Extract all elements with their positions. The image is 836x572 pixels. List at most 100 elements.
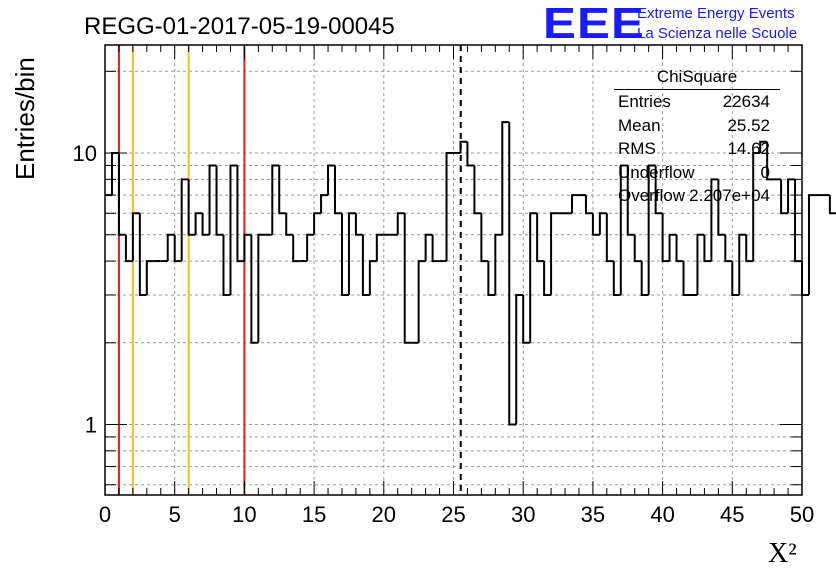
histogram-bin — [515, 293, 524, 425]
x-tick-label: 5 — [169, 502, 181, 527]
histogram-bin — [654, 165, 663, 215]
histogram-bin — [787, 178, 796, 214]
stats-value: 2.207e+04 — [689, 186, 770, 205]
stats-title: ChiSquare — [614, 66, 780, 90]
histogram-bin — [459, 140, 468, 154]
stats-label: RMS — [618, 139, 656, 158]
histogram-bin — [501, 121, 510, 235]
histogram-bin — [605, 213, 614, 263]
histogram-bin — [327, 164, 336, 196]
x-tick-label: 20 — [372, 502, 396, 527]
logo-line-2: La Scienza nelle Scuole — [637, 25, 798, 42]
histogram-bin — [794, 179, 802, 263]
histogram-bin — [424, 233, 433, 262]
y-tick-label: 10 — [73, 141, 97, 166]
grid-layer — [105, 45, 802, 495]
histogram-bin — [543, 261, 552, 296]
histogram-bin — [529, 212, 538, 343]
histogram-bin — [508, 122, 517, 426]
stats-value: 22634 — [722, 92, 770, 111]
histogram-bin — [675, 234, 684, 263]
histogram-bin — [724, 234, 733, 263]
histogram-bin — [403, 213, 412, 344]
axis-ticks: 0 5 10 15 20 25 30 35 40 45 50 1 10 — [73, 45, 814, 527]
histogram-bin — [166, 233, 175, 262]
histogram-bin — [313, 212, 322, 235]
stats-row-mean: Mean 25.52 — [612, 114, 778, 138]
histogram-bin — [780, 179, 789, 215]
histogram-bin — [738, 233, 747, 295]
histogram-bin — [619, 164, 628, 295]
histogram-bin — [278, 165, 287, 215]
histogram-bin — [215, 165, 224, 236]
stats-row-rms: RMS 14.62 — [612, 137, 778, 161]
histogram-bin — [766, 141, 775, 181]
histogram-bin — [340, 213, 349, 296]
x-tick-label: 10 — [232, 502, 256, 527]
x-tick-label: 0 — [99, 502, 111, 527]
run-title: REGG-01-2017-05-19-00045 — [84, 13, 395, 40]
histogram-bin — [731, 261, 740, 296]
histogram-bin — [717, 179, 726, 236]
stats-label: Underflow — [618, 162, 695, 182]
reference-lines — [117, 45, 462, 495]
histogram-bin — [591, 213, 600, 236]
histogram-bin — [828, 195, 836, 215]
histogram-bin — [124, 234, 133, 263]
stats-row-overflow: Overflow 2.207e+04 — [612, 184, 778, 208]
histogram-bin — [473, 165, 482, 215]
histogram-bin — [570, 194, 579, 214]
x-axis-title: X² — [768, 538, 797, 569]
x-tick-label: 45 — [720, 502, 744, 527]
histogram-bin — [661, 213, 670, 263]
histogram-bin — [306, 233, 315, 262]
stats-row-entries: Entries 22634 — [612, 90, 778, 114]
histogram-bin — [187, 179, 196, 236]
histogram-bin — [494, 233, 503, 295]
histogram-bin — [222, 234, 231, 296]
stats-value: 25.52 — [727, 115, 770, 135]
histogram-bin — [696, 233, 705, 295]
histogram-bin — [334, 165, 342, 215]
stats-value: 14.62 — [727, 139, 770, 158]
histogram-bin — [110, 152, 119, 196]
histogram-bin — [626, 165, 635, 236]
histogram-bin — [682, 261, 691, 296]
histogram-bin — [257, 233, 266, 343]
logo-mark: EEE — [543, 0, 645, 48]
histogram-bin — [396, 212, 405, 235]
histogram-bin — [368, 260, 377, 295]
stats-box: ChiSquare Entries 22634 Mean 25.52 RMS 1… — [612, 66, 780, 208]
histogram-bin — [445, 152, 454, 262]
x-tick-label: 50 — [790, 502, 814, 527]
histogram-bin — [466, 141, 475, 167]
histogram-bin — [480, 213, 489, 263]
histogram-bin — [584, 195, 593, 215]
histogram-bin — [640, 261, 649, 296]
histogram-bin — [201, 213, 210, 236]
histogram-bin — [710, 178, 719, 262]
histogram-bin — [208, 164, 217, 235]
histogram-bin — [375, 233, 384, 262]
histogram-bin — [612, 261, 621, 296]
histogram-bin — [647, 164, 656, 295]
y-axis-title: Entries/bin — [10, 57, 40, 180]
histogram-bin — [271, 164, 280, 235]
x-tick-label: 40 — [650, 502, 674, 527]
histogram-bin — [180, 178, 189, 262]
histogram-bin — [285, 213, 294, 236]
x-tick-label: 35 — [581, 502, 605, 527]
histogram-bin — [752, 152, 761, 262]
histogram-bin — [417, 260, 426, 343]
histogram-bin — [138, 213, 147, 296]
histogram-bin — [801, 261, 809, 296]
histogram-bin — [361, 234, 370, 296]
histogram-bin — [598, 212, 607, 235]
histogram-bin — [229, 164, 238, 295]
stats-label: Entries — [618, 92, 671, 111]
histogram-bin — [117, 153, 126, 236]
histogram-bin — [550, 212, 559, 295]
histogram-bin — [536, 213, 545, 263]
stats-row-underflow: Underflow 0 — [612, 161, 778, 185]
